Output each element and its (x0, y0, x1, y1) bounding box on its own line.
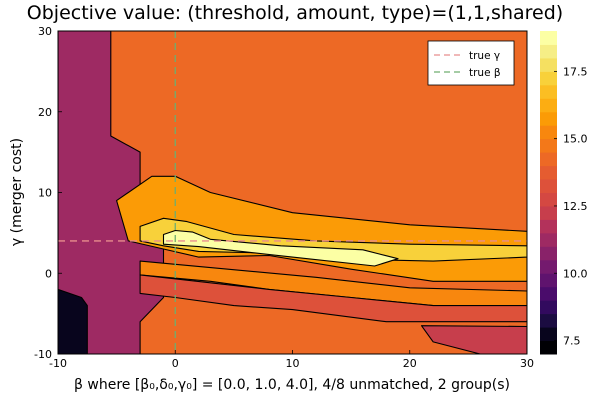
y-tick-label: 20 (38, 106, 52, 119)
y-axis-label: γ (merger cost) (9, 138, 25, 246)
chart-title: Objective value: (threshold, amount, typ… (27, 2, 563, 24)
colorbar-swatch (540, 219, 557, 234)
colorbar-swatch (540, 205, 557, 220)
colorbar-swatch (540, 313, 557, 328)
colorbar-swatch (540, 232, 557, 247)
colorbar-swatch (540, 44, 557, 59)
y-tick-label: 0 (45, 267, 52, 280)
colorbar-tick-label: 10.0 (563, 267, 588, 280)
y-tick-label: 10 (38, 187, 52, 200)
colorbar-swatch (540, 192, 557, 207)
colorbar-swatch (540, 327, 557, 342)
colorbar-tick-label: 12.5 (563, 200, 588, 213)
y-tick-label: 30 (38, 25, 52, 38)
x-tick-label: -10 (49, 357, 67, 370)
colorbar-swatch (540, 57, 557, 72)
x-tick-label: 0 (172, 357, 179, 370)
colorbar-swatch (540, 98, 557, 113)
colorbar-tick-label: 15.0 (563, 133, 588, 146)
colorbar-swatch (540, 165, 557, 180)
colorbar-ticks: 7.5 10.0 12.5 15.0 17.5 (554, 65, 588, 348)
colorbar-tick-label: 7.5 (563, 335, 581, 348)
colorbar-swatch (540, 259, 557, 274)
colorbar-swatch (540, 84, 557, 99)
colorbar-swatch (540, 246, 557, 261)
colorbar-swatch (540, 179, 557, 193)
legend-gamma-label: true γ (469, 50, 500, 62)
colorbar-swatch (540, 300, 557, 315)
colorbar-swatch (540, 286, 557, 301)
x-axis-label: β where [β₀,δ₀,γ₀] = [0.0, 1.0, 4.0], 4/… (74, 377, 510, 393)
x-tick-label: 30 (520, 357, 534, 370)
contour-region-bottom-left-dark (58, 288, 88, 354)
legend: true γ true β (427, 40, 515, 86)
colorbar-swatch (540, 138, 557, 153)
y-axis: -10 0 10 20 30 (34, 25, 62, 361)
x-tick-label: 20 (403, 357, 417, 370)
colorbar-swatch (540, 273, 557, 288)
contour-region-yellow-core (162, 229, 399, 267)
legend-box (427, 40, 515, 86)
colorbar-swatch (540, 340, 557, 355)
colorbar-swatch (540, 152, 557, 167)
x-tick-label: 10 (286, 357, 300, 370)
colorbar-swatch (540, 71, 557, 86)
colorbar-swatch (540, 31, 557, 45)
x-axis: -10 0 10 20 30 (49, 350, 534, 370)
colorbar-swatch (540, 125, 557, 140)
colorbar-swatch (540, 111, 557, 126)
y-tick-label: -10 (34, 348, 52, 361)
legend-beta-label: true β (469, 67, 501, 79)
contour-region-lower-red-band (139, 274, 527, 323)
colorbar (540, 31, 557, 355)
colorbar-tick-label: 17.5 (563, 65, 588, 78)
contour-region-lower-purple-band (420, 325, 527, 354)
